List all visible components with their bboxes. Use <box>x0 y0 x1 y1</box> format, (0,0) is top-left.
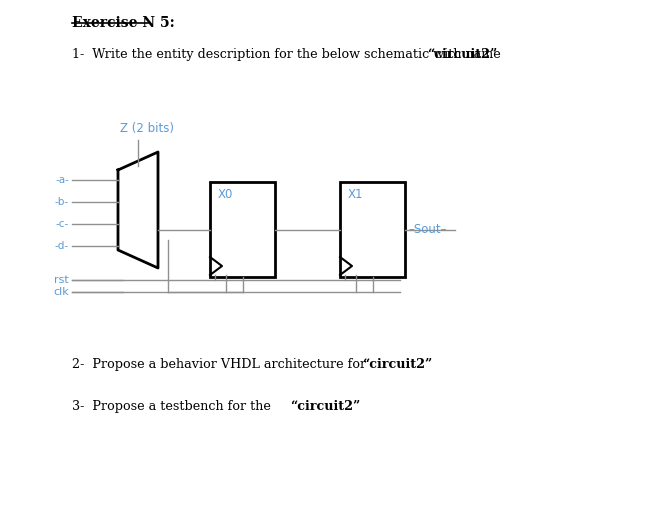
Text: 3-  Propose a testbench for the: 3- Propose a testbench for the <box>72 400 275 413</box>
Text: rst: rst <box>54 275 69 285</box>
Text: Exercise N 5:: Exercise N 5: <box>72 16 175 30</box>
Text: Z (2 bits): Z (2 bits) <box>120 122 174 135</box>
Text: clk: clk <box>53 287 69 297</box>
Text: “circuit2”: “circuit2” <box>362 358 432 371</box>
Text: -a-: -a- <box>55 175 69 185</box>
Text: –Sout–: –Sout– <box>408 223 447 236</box>
Text: “circuit2”: “circuit2” <box>290 400 360 413</box>
Bar <box>210 182 275 277</box>
Text: -c-: -c- <box>55 219 69 229</box>
Text: -d-: -d- <box>55 241 69 251</box>
Text: -b-: -b- <box>55 197 69 207</box>
Text: 2-  Propose a behavior VHDL architecture for: 2- Propose a behavior VHDL architecture … <box>72 358 370 371</box>
Bar <box>340 182 405 277</box>
Text: “circuit2”: “circuit2” <box>427 48 497 61</box>
Text: 1-  Write the entity description for the below schematic with name: 1- Write the entity description for the … <box>72 48 505 61</box>
Text: X1: X1 <box>348 188 364 201</box>
Text: X0: X0 <box>218 188 234 201</box>
